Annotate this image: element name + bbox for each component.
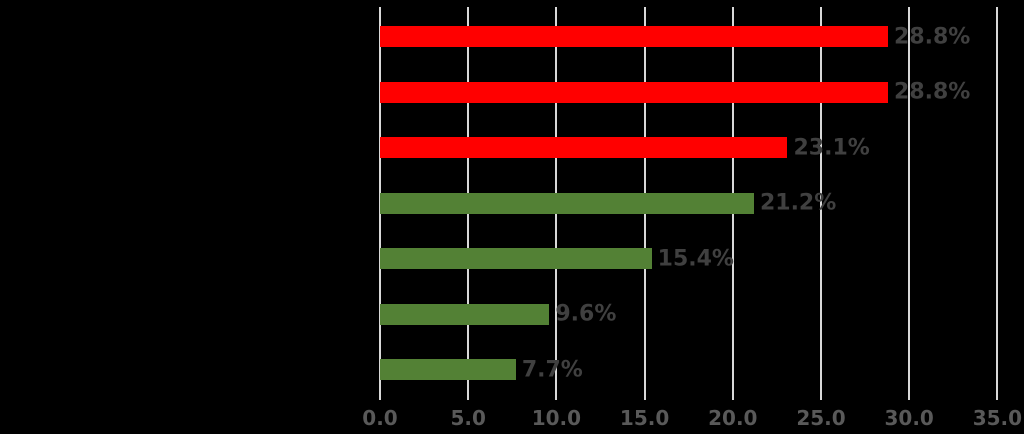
bar (380, 192, 754, 214)
x-axis-tick-label: 5.0 (450, 406, 486, 430)
bar-data-label: 21.2% (759, 190, 837, 216)
gridline (908, 7, 911, 382)
x-axis-tick (820, 382, 822, 400)
bar (380, 359, 516, 380)
x-axis-tick-label: 10.0 (531, 406, 582, 430)
bar-data-label: 9.6% (555, 301, 617, 327)
x-axis-tick-label: 15.0 (619, 406, 670, 430)
bar-data-label: 28.8% (894, 79, 971, 105)
bar (380, 248, 652, 269)
x-axis-tick (643, 382, 646, 400)
bar-data-label: 28.8% (894, 24, 971, 49)
bar-data-label: 7.7% (521, 357, 583, 382)
x-axis-tick (555, 382, 558, 400)
x-axis-tick (996, 382, 999, 400)
bar (380, 26, 889, 47)
x-axis-tick-label: 25.0 (796, 406, 846, 430)
bar (380, 303, 550, 325)
gridline (820, 7, 822, 382)
gridline (996, 7, 999, 382)
x-axis-tick (379, 382, 381, 400)
bar (380, 137, 788, 158)
bar-data-label: 23.1% (793, 135, 870, 160)
x-axis-tick (908, 382, 911, 400)
x-axis-tick-label: 35.0 (972, 406, 1023, 430)
x-axis-tick (731, 382, 734, 400)
x-axis-tick-label: 0.0 (362, 406, 398, 430)
x-axis-tick-label: 30.0 (884, 406, 934, 430)
bar (380, 81, 889, 103)
x-axis-tick (467, 382, 470, 400)
bar-data-label: 15.4% (657, 246, 734, 271)
x-axis-tick-label: 20.0 (708, 406, 758, 430)
